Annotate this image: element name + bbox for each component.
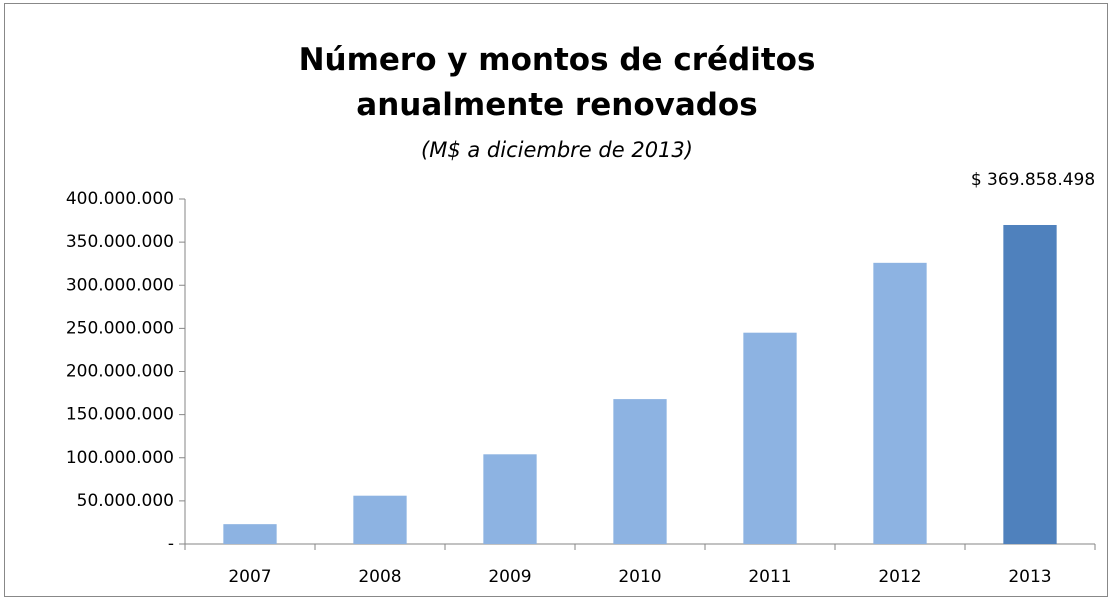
- bar: [613, 399, 667, 544]
- x-tick-label: 2010: [618, 567, 661, 587]
- chart-border: [4, 3, 1108, 597]
- bar: [223, 524, 277, 544]
- data-label: $ 369.858.498: [971, 170, 1095, 190]
- y-tick-label: 300.000.000: [66, 275, 174, 295]
- y-tick-label: 400.000.000: [66, 189, 174, 209]
- bar: [743, 332, 797, 544]
- y-tick-label: 200.000.000: [66, 362, 174, 382]
- y-tick-label: 100.000.000: [66, 448, 174, 468]
- x-tick-label: 2008: [358, 567, 401, 587]
- chart-subtitle: (M$ a diciembre de 2013): [421, 138, 693, 162]
- y-tick-label: 250.000.000: [66, 318, 174, 338]
- y-tick-label: 150.000.000: [66, 405, 174, 425]
- x-tick-label: 2009: [488, 567, 531, 587]
- y-tick-label: 350.000.000: [66, 232, 174, 252]
- chart-title: Número y montos de créditos anualmente r…: [298, 42, 816, 123]
- bar: [1003, 224, 1057, 544]
- x-tick-label: 2011: [748, 567, 791, 587]
- y-tick-label: -: [168, 534, 174, 554]
- bar: [353, 495, 407, 544]
- x-tick-label: 2013: [1008, 567, 1051, 587]
- x-tick-label: 2012: [878, 567, 921, 587]
- bar: [873, 262, 927, 544]
- y-tick-label: 50.000.000: [77, 491, 174, 511]
- bar: [483, 454, 537, 544]
- x-tick-label: 2007: [228, 567, 271, 587]
